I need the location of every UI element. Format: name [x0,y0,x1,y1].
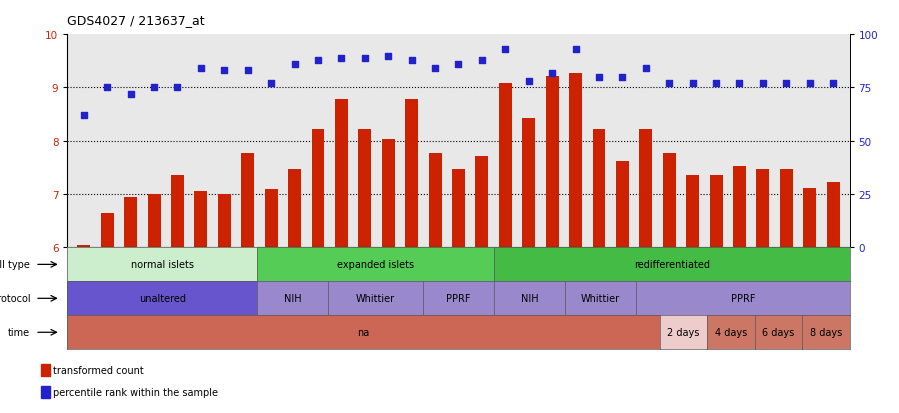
Point [381,53,396,60]
Text: protocol: protocol [0,294,31,304]
Bar [804,188,816,248]
Point [147,85,161,92]
Text: 4 days: 4 days [715,328,747,337]
Point [288,62,302,68]
Point [475,57,489,64]
Point [264,81,279,87]
Text: transformed count: transformed count [53,366,144,375]
Bar [382,139,395,248]
Text: PPRF: PPRF [446,294,471,304]
Point [709,81,724,87]
Text: cell type: cell type [0,260,31,270]
Text: PPRF: PPRF [731,294,755,304]
Bar [41,364,49,376]
Bar [686,176,699,248]
Bar [359,130,371,248]
Text: expanded islets: expanded islets [337,260,414,270]
Bar [194,192,208,248]
Point [100,85,114,92]
Point [334,55,349,62]
Point [123,91,138,98]
Bar [264,189,278,248]
Point [241,68,255,75]
Point [218,68,232,75]
Text: NIH: NIH [284,294,301,304]
Point [428,66,442,72]
Text: percentile rank within the sample: percentile rank within the sample [53,387,218,397]
Text: NIH: NIH [521,294,539,304]
Point [311,57,325,64]
Bar [827,183,840,248]
Bar [780,169,793,248]
Bar [241,153,254,248]
Point [76,113,91,119]
Point [756,81,770,87]
Text: Whittier: Whittier [356,294,395,304]
Text: 8 days: 8 days [810,328,842,337]
Bar [522,119,535,248]
Point [638,66,653,72]
Bar [41,386,49,398]
Bar [218,195,231,248]
Bar [429,153,441,248]
Text: Whittier: Whittier [581,294,620,304]
Text: 2 days: 2 days [667,328,699,337]
Text: unaltered: unaltered [138,294,186,304]
Text: time: time [8,328,31,337]
Bar [639,130,653,248]
Bar [147,195,161,248]
Point [498,47,512,53]
Bar [569,74,582,248]
Point [803,81,817,87]
Bar [171,176,184,248]
Bar [452,169,465,248]
Point [826,81,841,87]
Bar [756,169,770,248]
Bar [312,130,325,248]
Bar [663,153,676,248]
Point [592,74,606,81]
Text: GDS4027 / 213637_at: GDS4027 / 213637_at [67,14,205,27]
Bar [592,130,605,248]
Bar [405,100,418,248]
Point [568,47,583,53]
Bar [709,176,723,248]
Point [733,81,747,87]
Text: redifferentiated: redifferentiated [634,260,710,270]
Point [615,74,629,81]
Bar [101,213,113,248]
Point [521,78,536,85]
Point [545,70,559,77]
Point [662,81,676,87]
Point [685,81,699,87]
Bar [546,76,558,248]
Bar [335,100,348,248]
Bar [616,161,628,248]
Bar [476,157,488,248]
Point [170,85,184,92]
Bar [499,84,512,248]
Point [451,62,466,68]
Bar [289,169,301,248]
Point [358,55,372,62]
Point [405,57,419,64]
Bar [124,197,137,248]
Text: na: na [358,328,369,337]
Bar [733,167,746,248]
Bar [77,245,90,248]
Text: 6 days: 6 days [762,328,795,337]
Point [779,81,794,87]
Point [193,66,208,72]
Text: normal islets: normal islets [130,260,193,270]
